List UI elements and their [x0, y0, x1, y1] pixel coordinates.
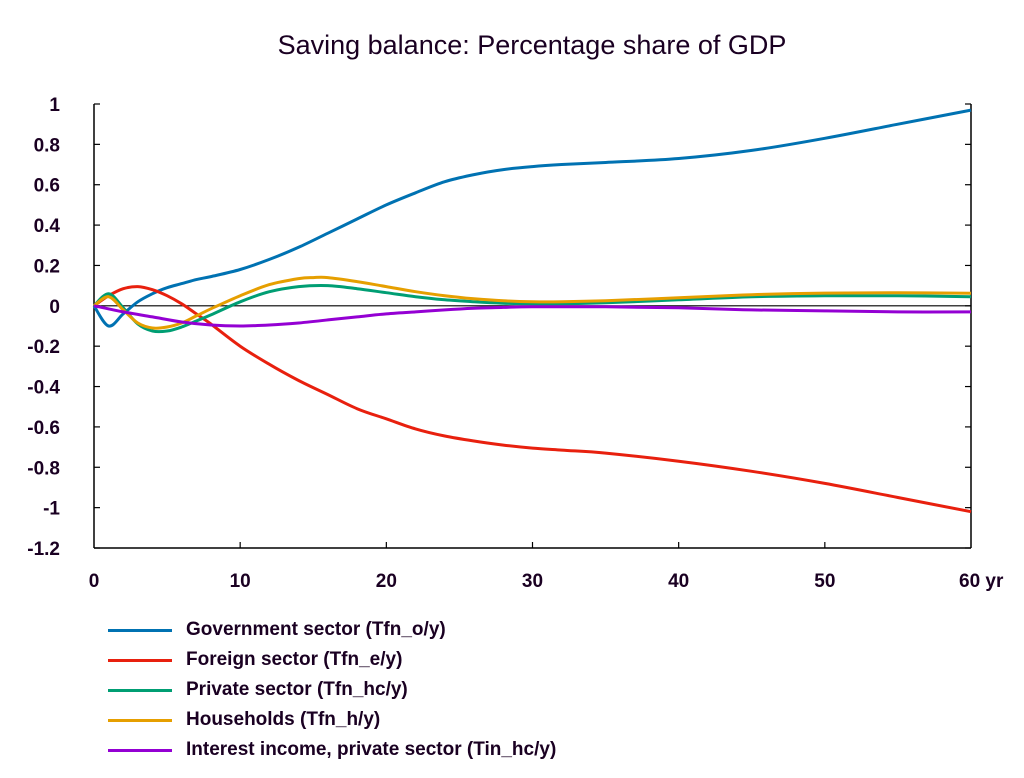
series-line-households	[93, 275, 972, 330]
legend-swatch	[108, 658, 172, 662]
x-tick-label: 30	[522, 571, 543, 592]
legend-item-interest-income-private-sector: Interest income, private sector (Tin_hc/…	[108, 735, 556, 765]
legend-label: Private sector (Tfn_hc/y)	[186, 679, 408, 700]
legend-label: Foreign sector (Tfn_e/y)	[186, 649, 403, 670]
y-tick-label: -0.6	[27, 418, 60, 439]
legend-swatch	[108, 748, 172, 752]
legend-label: Government sector (Tfn_o/y)	[186, 619, 446, 640]
legend-label: Households (Tfn_h/y)	[186, 709, 381, 730]
legend: Government sector (Tfn_o/y) Foreign secto…	[108, 615, 556, 765]
x-tick-label: 20	[376, 571, 397, 592]
y-tick-label: 0.4	[34, 216, 61, 237]
series-line-foreign-sector	[93, 285, 972, 514]
y-tick-label: -0.8	[27, 458, 60, 479]
legend-item-households: Households (Tfn_h/y)	[108, 705, 556, 735]
legend-item-foreign-sector: Foreign sector (Tfn_e/y)	[108, 645, 556, 675]
legend-label: Interest income, private sector (Tin_hc/…	[186, 739, 557, 760]
y-tick-label: 0.8	[34, 135, 60, 156]
x-tick-label: 10	[230, 571, 251, 592]
series-line-private-sector	[92, 283, 972, 334]
chart-title: Saving balance: Percentage share of GDP	[277, 30, 787, 60]
legend-swatch	[108, 718, 172, 722]
y-tick-label: 0.6	[34, 176, 60, 197]
x-tick-label: 50	[814, 571, 835, 592]
y-tick-label: -0.2	[27, 337, 60, 358]
y-tick-label: 0	[49, 297, 60, 318]
series-line-interest-income-private-sector	[93, 304, 972, 328]
axes: 1 0.8 0.6 0.4 0.2 0 -0.2 -0.4 -0.6 -0.8 -1 -1.2 0 10 2…	[27, 95, 1004, 592]
y-tick-label: -1.2	[27, 539, 60, 560]
legend-swatch	[108, 628, 172, 632]
y-tick-label: 0.2	[34, 256, 60, 277]
legend-item-private-sector: Private sector (Tfn_hc/y)	[108, 675, 556, 705]
y-tick-label: -0.4	[27, 378, 60, 399]
x-tick-label: 40	[668, 571, 689, 592]
series-layer	[92, 108, 972, 514]
x-tick-label: 0	[89, 571, 100, 592]
y-tick-label: 1	[49, 95, 60, 116]
legend-item-government-sector: Government sector (Tfn_o/y)	[108, 615, 556, 645]
x-tick-label: 60 yr	[959, 571, 1004, 592]
legend-swatch	[108, 688, 172, 692]
y-tick-label: -1	[43, 499, 60, 520]
